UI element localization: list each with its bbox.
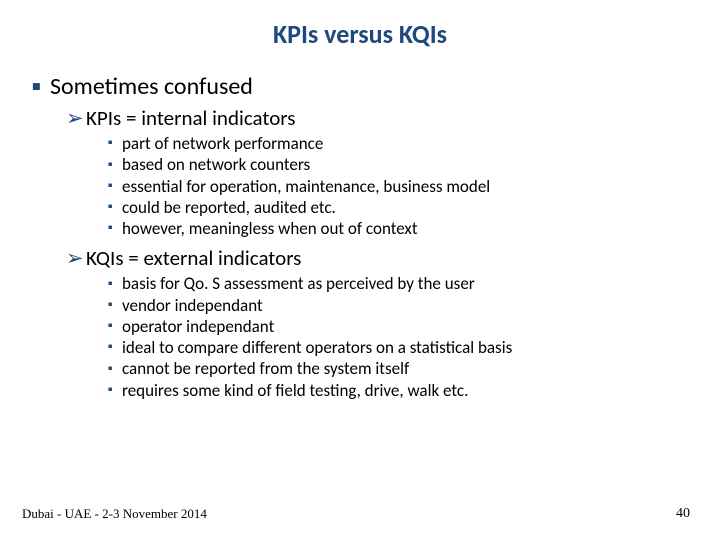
square-bullet-icon: ▪ xyxy=(108,383,122,398)
level3-item: ▪vendor independant xyxy=(108,295,688,316)
level2-item-kqis: ➢KQIs = external indicators xyxy=(66,245,688,271)
level2-text: KPIs = internal indicators xyxy=(86,105,295,131)
level3-text: essential for operation, maintenance, bu… xyxy=(122,176,490,197)
level3-text: part of network performance xyxy=(122,133,323,154)
level3-item: ▪requires some kind of field testing, dr… xyxy=(108,380,688,401)
square-bullet-icon: ▪ xyxy=(108,340,122,355)
level3-text: however, meaningless when out of context xyxy=(122,218,418,239)
square-bullet-icon: ▪ xyxy=(108,362,122,377)
slide-body: ▪Sometimes confused ➢KPIs = internal ind… xyxy=(32,72,688,401)
level3-text: requires some kind of field testing, dri… xyxy=(122,380,468,401)
level2-item-kpis: ➢KPIs = internal indicators xyxy=(66,105,688,131)
level3-item: ▪ideal to compare different operators on… xyxy=(108,337,688,358)
level3-item: ▪could be reported, audited etc. xyxy=(108,197,688,218)
level3-item: ▪basis for Qo. S assessment as perceived… xyxy=(108,273,688,294)
square-bullet-icon: ▪ xyxy=(108,200,122,215)
square-bullet-icon: ▪ xyxy=(32,72,50,101)
square-bullet-icon: ▪ xyxy=(108,221,122,236)
arrow-bullet-icon: ➢ xyxy=(66,245,86,271)
level3-text: cannot be reported from the system itsel… xyxy=(122,358,409,379)
level3-text: operator independant xyxy=(122,316,274,337)
arrow-bullet-icon: ➢ xyxy=(66,105,86,131)
footer-location-date: Dubai - UAE - 2-3 November 2014 xyxy=(22,506,207,522)
level3-text: based on network counters xyxy=(122,154,310,175)
level3-item: ▪however, meaningless when out of contex… xyxy=(108,218,688,239)
level1-item: ▪Sometimes confused xyxy=(32,72,688,101)
square-bullet-icon: ▪ xyxy=(108,179,122,194)
slide: KPIs versus KQIs ▪Sometimes confused ➢KP… xyxy=(0,0,720,540)
square-bullet-icon: ▪ xyxy=(108,298,122,313)
level1-text: Sometimes confused xyxy=(50,72,253,101)
square-bullet-icon: ▪ xyxy=(108,136,122,151)
level3-text: ideal to compare different operators on … xyxy=(122,337,512,358)
level2-text: KQIs = external indicators xyxy=(86,245,301,271)
level3-text: basis for Qo. S assessment as perceived … xyxy=(122,273,475,294)
square-bullet-icon: ▪ xyxy=(108,277,122,292)
level3-item: ▪essential for operation, maintenance, b… xyxy=(108,176,688,197)
square-bullet-icon: ▪ xyxy=(108,158,122,173)
slide-number: 40 xyxy=(676,506,690,522)
level3-item: ▪part of network performance xyxy=(108,133,688,154)
square-bullet-icon: ▪ xyxy=(108,319,122,334)
level3-text: could be reported, audited etc. xyxy=(122,197,336,218)
level3-text: vendor independant xyxy=(122,295,263,316)
slide-title: KPIs versus KQIs xyxy=(0,18,720,50)
level3-item: ▪cannot be reported from the system itse… xyxy=(108,358,688,379)
level3-item: ▪based on network counters xyxy=(108,154,688,175)
level3-item: ▪operator independant xyxy=(108,316,688,337)
